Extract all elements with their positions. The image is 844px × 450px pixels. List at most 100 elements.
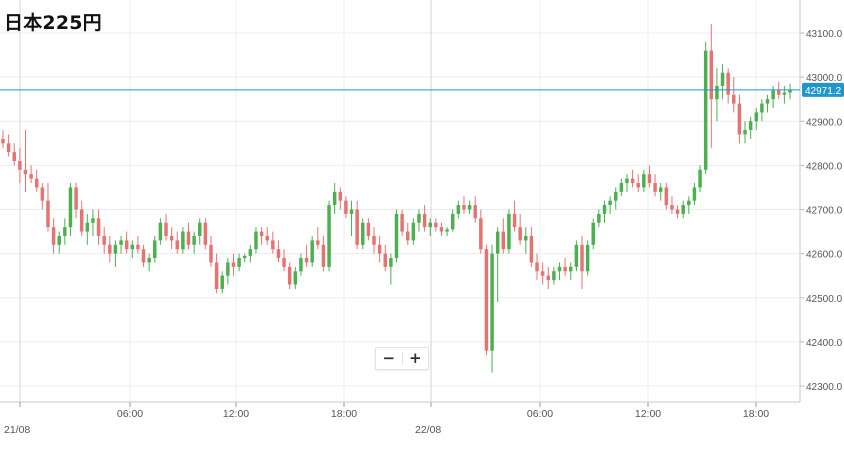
candle-body: [265, 235, 269, 241]
candle-body: [597, 213, 601, 223]
candle-body: [636, 183, 640, 188]
candle-body: [18, 160, 22, 170]
candle-body: [102, 235, 106, 245]
candle-body: [287, 266, 292, 285]
candle-body: [46, 200, 50, 228]
candle-body: [591, 222, 595, 245]
y-tick-label: 42700.0: [806, 206, 843, 217]
candle-body: [687, 200, 691, 206]
x-tick-label: 21/08: [4, 424, 30, 436]
candle-body: [462, 205, 466, 210]
candle-body: [439, 227, 444, 232]
candle-body: [563, 266, 567, 272]
candle-body: [445, 229, 449, 232]
candle-body: [484, 249, 489, 351]
candle-body: [130, 244, 135, 250]
zoom-in-button[interactable]: +: [408, 349, 422, 367]
candle-body: [1, 138, 5, 144]
candle-body: [282, 258, 286, 267]
candle-body: [310, 240, 314, 263]
candle-body: [141, 249, 146, 263]
candle-body: [220, 275, 224, 289]
candle-body: [501, 231, 506, 250]
x-tick-label: 18:00: [743, 408, 769, 420]
candle-body: [136, 244, 140, 250]
candle-body: [51, 227, 56, 245]
candle-body: [754, 112, 759, 122]
candle-body: [254, 231, 258, 250]
price-tag: [802, 82, 844, 97]
candle-body: [782, 92, 787, 95]
candle-body: [248, 249, 253, 256]
candle-body: [338, 191, 343, 201]
candle-body: [625, 178, 629, 184]
candle-body: [63, 227, 67, 236]
candle-body: [726, 72, 730, 95]
zoom-control: − +: [375, 347, 429, 370]
candle-body: [12, 152, 16, 161]
candle-body: [327, 205, 331, 267]
candle-body: [574, 244, 579, 267]
y-tick-label: 42600.0: [806, 250, 843, 261]
candle-body: [524, 235, 528, 241]
candle-body: [642, 174, 646, 188]
candle-body: [456, 205, 461, 214]
candle-body: [271, 240, 275, 250]
candle-body: [765, 99, 770, 104]
candle-body: [304, 258, 309, 263]
candle-body: [23, 169, 28, 175]
candle-body: [546, 275, 551, 281]
y-tick-label: 42300.0: [806, 382, 843, 393]
candle-body: [226, 262, 230, 276]
zoom-out-button[interactable]: −: [382, 349, 396, 367]
candle-body: [557, 266, 562, 272]
candle-body: [96, 218, 101, 236]
candle-body: [743, 130, 747, 135]
price-tag-label: 42971.2: [805, 86, 842, 97]
y-tick-label: 43100.0: [806, 29, 843, 40]
candle-body: [242, 255, 247, 259]
candle-body: [344, 200, 348, 214]
candle-body: [479, 218, 483, 250]
candle-body: [760, 103, 764, 113]
candle-body: [366, 222, 371, 236]
candle-body: [552, 271, 556, 281]
y-tick-label: 42800.0: [806, 161, 843, 172]
candle-body: [495, 231, 500, 254]
chart-title: 日本225円: [4, 12, 102, 34]
candle-body: [777, 90, 781, 95]
candle-body: [68, 187, 73, 228]
candle-body: [580, 244, 584, 272]
current-price: 42971.2: [0, 82, 844, 97]
candle-body: [91, 218, 95, 223]
candle-body: [512, 213, 517, 228]
candle-body: [164, 222, 168, 236]
candle-body: [198, 222, 202, 236]
candle-body: [619, 183, 624, 192]
candle-body: [231, 262, 236, 267]
candle-body: [293, 271, 298, 285]
candle-body: [259, 231, 264, 236]
axes: 42300.0 42400.0 42500.0 42600.0 42700.0 42800…: [0, 0, 843, 436]
candle-body: [214, 262, 219, 289]
candle-body: [147, 258, 151, 263]
candle-body: [394, 213, 399, 259]
candle-body: [681, 205, 685, 214]
candle-body: [428, 222, 432, 228]
x-tick-label: 06:00: [117, 408, 143, 420]
candle-body: [737, 103, 742, 135]
candle-body: [647, 174, 652, 184]
y-tick-label: 43000.0: [806, 73, 843, 84]
y-tick-label: 42400.0: [806, 338, 843, 349]
candle-body: [653, 183, 657, 192]
candle-body: [630, 178, 635, 184]
candle-body: [675, 209, 680, 214]
candle-body: [158, 222, 163, 241]
candle-body: [664, 187, 669, 206]
candle-body: [720, 72, 725, 86]
candle-body: [608, 200, 612, 206]
candle-body: [316, 240, 320, 245]
candle-body: [529, 235, 534, 263]
candle-body: [74, 187, 78, 210]
